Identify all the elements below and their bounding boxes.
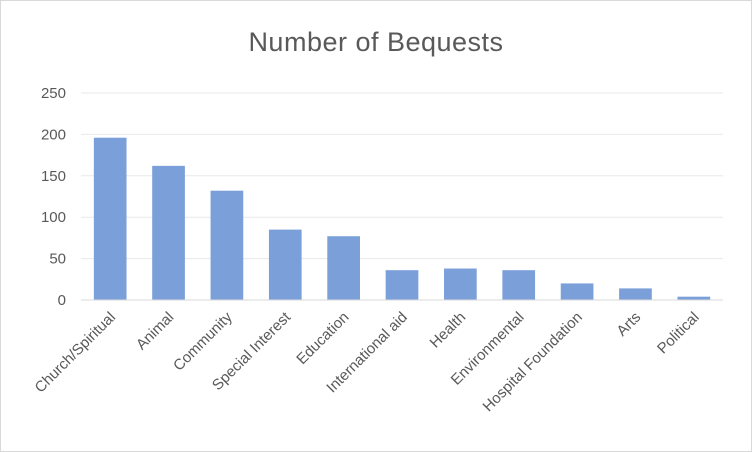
y-tick-label: 100 (41, 209, 66, 226)
x-tick-label: Hospital Foundation (480, 309, 586, 415)
chart-title: Number of Bequests (248, 27, 504, 57)
bar (327, 236, 360, 300)
y-tick-label: 250 (41, 85, 66, 102)
x-tick-label: Health (427, 309, 470, 352)
bar (93, 137, 127, 300)
y-tick-label: 150 (41, 168, 66, 185)
x-tick-label: Education (293, 309, 352, 368)
x-tick-label: Political (654, 309, 703, 358)
y-tick-label: 50 (49, 251, 66, 268)
bar (619, 288, 652, 300)
bar (502, 270, 536, 300)
x-tick-label: Animal (133, 309, 177, 353)
bar (152, 165, 185, 300)
bar (444, 268, 477, 300)
bar (560, 283, 594, 300)
bar (210, 190, 244, 300)
x-tick-label: Arts (613, 309, 644, 340)
bar (677, 296, 711, 300)
bar (268, 229, 302, 300)
y-tick-label: 0 (58, 292, 66, 309)
x-tick-label: Church/Spiritual (32, 309, 119, 396)
bar (385, 270, 419, 300)
y-tick-label: 200 (41, 126, 66, 143)
